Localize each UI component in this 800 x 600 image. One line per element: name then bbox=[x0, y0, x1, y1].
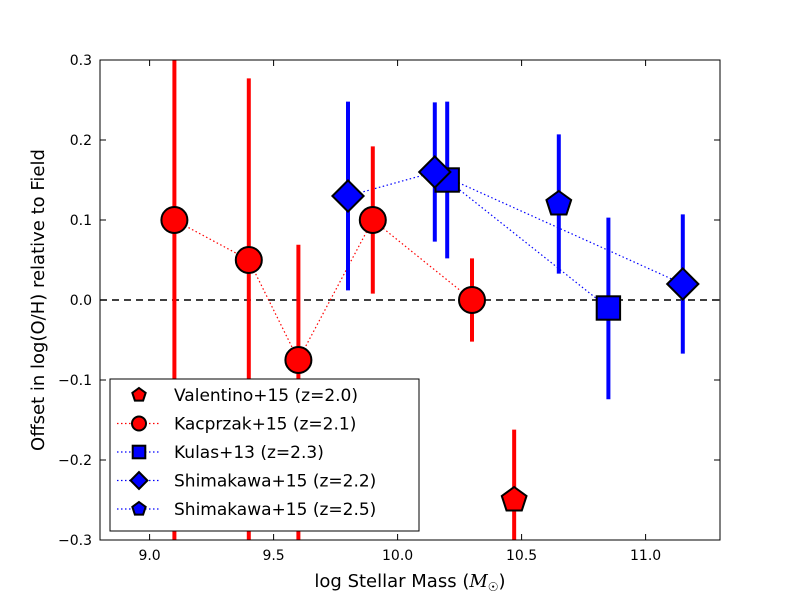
y-tick-label: −0.2 bbox=[58, 453, 92, 469]
data-point-s2-p1 bbox=[595, 295, 622, 321]
legend-box bbox=[109, 378, 420, 532]
legend-entry-4: Shimakawa+15 (z=2.5) bbox=[117, 500, 376, 520]
data-point-s1-p1 bbox=[234, 246, 263, 274]
x-axis-label-subscript: ☉ bbox=[488, 580, 499, 594]
legend-entry-1: Kacprzak+15 (z=2.1) bbox=[117, 415, 356, 435]
legend-label-0: Valentino+15 (z=2.0) bbox=[174, 386, 358, 406]
data-point-s3-p1 bbox=[417, 154, 452, 190]
legend-label-2: Kulas+13 (z=2.3) bbox=[174, 443, 324, 463]
data-point-s1-p0 bbox=[160, 206, 189, 234]
data-point-s3-p0 bbox=[330, 178, 366, 214]
y-axis-label: Offset in log(O/H) relative to Field bbox=[28, 149, 49, 451]
data-point-s1-p2 bbox=[284, 346, 313, 374]
axes: 9.0 9.5 10.0 10.5 11.0 −0.3 −0.2 −0.1 0.0 0.1 0.2 0… bbox=[58, 53, 720, 564]
data-point-s0-p0 bbox=[500, 485, 528, 512]
x-axis-label-math: M bbox=[468, 571, 488, 592]
data-point-s3-p2 bbox=[665, 266, 700, 302]
data-point-s1-p3 bbox=[358, 206, 387, 234]
x-tick-label: 11.0 bbox=[630, 548, 661, 564]
legend-marker-1 bbox=[131, 415, 147, 432]
legend-marker-4 bbox=[131, 500, 147, 516]
x-tick-label: 9.5 bbox=[262, 548, 284, 564]
legend-marker-2 bbox=[131, 444, 147, 460]
legend-entry-2: Kulas+13 (z=2.3) bbox=[117, 443, 324, 463]
legend: Valentino+15 (z=2.0) Kacprzak+15 (z=2.1) K… bbox=[109, 378, 420, 532]
y-tick-label: −0.3 bbox=[58, 533, 92, 549]
y-tick-label: 0.2 bbox=[70, 133, 92, 149]
legend-label-1: Kacprzak+15 (z=2.1) bbox=[174, 415, 356, 435]
legend-marker-3 bbox=[129, 470, 149, 491]
legend-entry-3: Shimakawa+15 (z=2.2) bbox=[117, 470, 376, 492]
y-tick-label: 0.0 bbox=[70, 293, 92, 309]
x-tick-label: 10.0 bbox=[382, 548, 413, 564]
data-point-s1-p4 bbox=[458, 286, 486, 314]
legend-marker-0 bbox=[131, 386, 147, 402]
x-tick-label: 9.0 bbox=[138, 548, 160, 564]
x-axis-label: log Stellar Mass (M☉) bbox=[314, 571, 505, 594]
x-axis-label-text: log Stellar Mass ( bbox=[314, 571, 469, 592]
x-tick-label: 10.5 bbox=[506, 548, 537, 564]
y-tick-label: −0.1 bbox=[58, 373, 92, 389]
y-tick-label: 0.3 bbox=[70, 53, 92, 69]
data-point-s4-p0 bbox=[545, 189, 573, 216]
legend-label-3: Shimakawa+15 (z=2.2) bbox=[174, 472, 376, 492]
y-tick-label: 0.1 bbox=[70, 213, 92, 229]
legend-entry-0: Valentino+15 (z=2.0) bbox=[131, 386, 358, 406]
legend-label-4: Shimakawa+15 (z=2.5) bbox=[174, 500, 376, 520]
x-axis-label-close: ) bbox=[499, 571, 506, 592]
